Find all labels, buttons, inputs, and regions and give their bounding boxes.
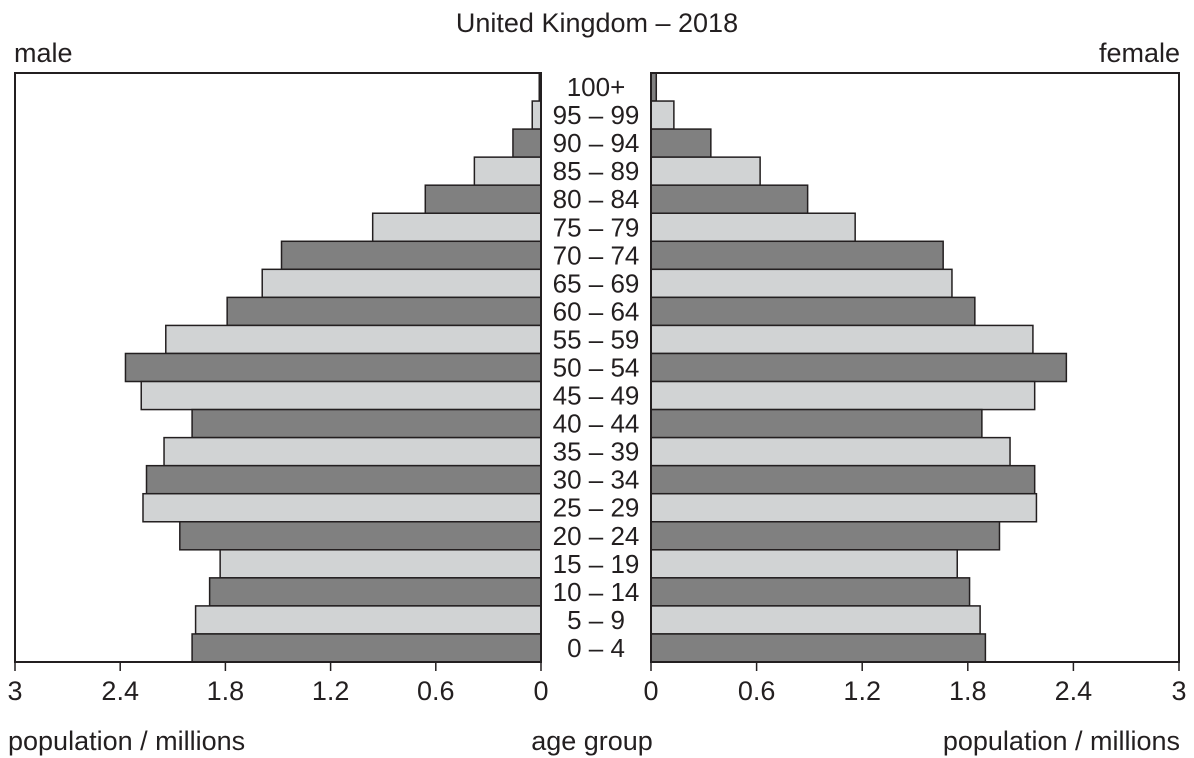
- age-group-label: 0 – 4: [567, 633, 625, 663]
- age-group-label: 95 – 99: [553, 100, 640, 130]
- male-bars: [124, 72, 542, 663]
- age-group-label: 50 – 54: [553, 353, 640, 383]
- male-label: male: [14, 38, 73, 68]
- female-bar: [650, 324, 1034, 355]
- female-bar: [650, 633, 987, 663]
- female-bar: [650, 605, 981, 635]
- male-tick-label: 0: [533, 676, 548, 706]
- male-bar: [165, 324, 542, 355]
- male-axis-ticks: 0 0.6 1.2 1.8 2.4 3: [7, 662, 549, 706]
- age-group-label: 100+: [567, 72, 626, 102]
- age-group-label: 55 – 59: [553, 324, 640, 354]
- age-group-label: 90 – 94: [553, 128, 640, 158]
- age-group-label: 35 – 39: [553, 437, 640, 467]
- female-tick-label: 3: [1171, 676, 1186, 706]
- chart-title: United Kingdom – 2018: [456, 8, 738, 38]
- female-bar: [650, 128, 712, 158]
- male-bar: [191, 408, 542, 439]
- female-plot-frame: [650, 72, 1180, 663]
- age-group-label: 85 – 89: [553, 156, 640, 186]
- female-tick-label: 2.4: [1055, 676, 1093, 706]
- female-bar: [650, 296, 976, 327]
- female-bar: [650, 408, 983, 439]
- female-label: female: [1099, 38, 1180, 68]
- age-group-label: 65 – 69: [553, 268, 640, 298]
- male-bar: [512, 128, 542, 158]
- age-group-label: 5 – 9: [567, 605, 625, 635]
- male-bar: [145, 464, 542, 495]
- male-bar: [124, 352, 542, 383]
- female-x-axis-label: population / millions: [943, 726, 1180, 756]
- female-tick-label: 0: [643, 676, 658, 706]
- male-bar: [280, 240, 542, 271]
- male-tick-label: 0.6: [417, 676, 455, 706]
- age-group-label: 45 – 49: [553, 381, 640, 411]
- age-group-label: 80 – 84: [553, 184, 640, 214]
- male-bar: [191, 633, 542, 663]
- age-group-label: 30 – 34: [553, 465, 640, 495]
- female-bar: [650, 436, 1011, 467]
- male-bar: [140, 380, 542, 411]
- male-tick-label: 1.2: [312, 676, 350, 706]
- male-bar: [424, 184, 542, 214]
- male-bar: [163, 436, 542, 467]
- male-tick-label: 2.4: [101, 676, 139, 706]
- female-bar: [650, 380, 1036, 411]
- male-x-axis-label: population / millions: [8, 726, 245, 756]
- age-group-label: 40 – 44: [553, 409, 640, 439]
- male-bar: [531, 100, 542, 130]
- male-bar: [179, 521, 542, 551]
- male-bar: [473, 156, 542, 186]
- female-bar: [650, 549, 958, 579]
- age-group-axis-label: age group: [531, 726, 653, 756]
- female-bar: [650, 464, 1036, 495]
- age-group-label: 10 – 14: [553, 577, 640, 607]
- female-axis-ticks: 0 0.6 1.2 1.8 2.4 3: [643, 662, 1187, 706]
- female-tick-label: 1.2: [843, 676, 881, 706]
- male-bar: [371, 212, 542, 243]
- female-tick-label: 1.8: [949, 676, 987, 706]
- female-bar: [650, 521, 1001, 551]
- male-tick-label: 1.8: [207, 676, 245, 706]
- age-group-label: 15 – 19: [553, 549, 640, 579]
- age-group-label: 25 – 29: [553, 493, 640, 523]
- female-bar: [650, 212, 856, 243]
- female-tick-label: 0.6: [738, 676, 776, 706]
- female-bar: [650, 577, 971, 607]
- male-bar: [219, 549, 542, 579]
- female-bar: [650, 240, 944, 271]
- age-group-label: 70 – 74: [553, 240, 640, 270]
- age-group-label: 75 – 79: [553, 212, 640, 242]
- female-bar: [650, 156, 761, 186]
- male-bar: [142, 492, 542, 523]
- female-bar: [650, 100, 675, 130]
- female-bar: [650, 184, 809, 214]
- male-bar: [226, 296, 542, 327]
- male-plot-frame: [14, 72, 542, 663]
- age-group-label: 60 – 64: [553, 296, 640, 326]
- age-group-label: 20 – 24: [553, 521, 640, 551]
- female-bars: [650, 72, 1068, 663]
- female-bar: [650, 492, 1038, 523]
- male-tick-label: 3: [7, 676, 22, 706]
- female-bar: [650, 268, 953, 299]
- male-bar: [194, 605, 542, 635]
- female-bar: [650, 352, 1068, 383]
- male-bar: [208, 577, 542, 607]
- male-bar: [261, 268, 542, 299]
